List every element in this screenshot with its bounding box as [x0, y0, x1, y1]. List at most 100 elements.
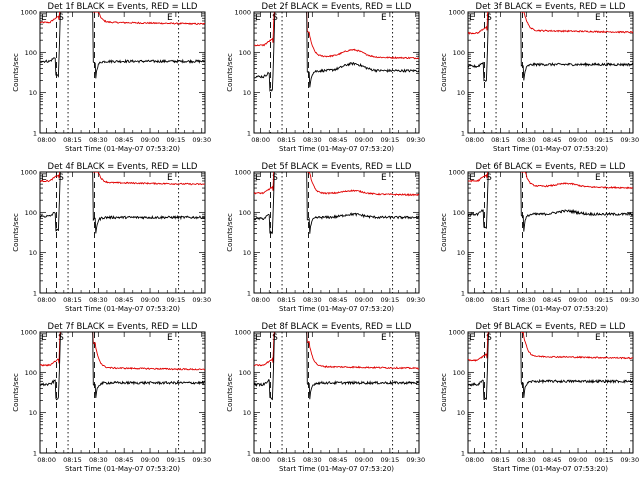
red-lld-series [40, 172, 205, 186]
plot-frame [39, 171, 206, 294]
x-tick-label: 08:15 [63, 456, 82, 464]
y-tick-label: 100 [453, 49, 465, 57]
x-tick-label: 09:30 [192, 296, 211, 304]
marker-e-start: E [469, 333, 475, 343]
black-events-series [468, 12, 633, 82]
y-tick-label: 10 [29, 409, 37, 417]
x-tick-label: 09:00 [141, 136, 160, 144]
y-tick-label: 100 [25, 209, 37, 217]
marker-e-end: E [167, 333, 173, 343]
marker-s: S [58, 333, 64, 343]
marker-s: S [486, 13, 492, 23]
marker-e-start: E [255, 173, 261, 183]
x-tick-label: 08:00 [37, 296, 56, 304]
x-tick-label: 08:30 [303, 456, 322, 464]
y-tick-label: 1 [247, 290, 251, 298]
y-tick-label: 100 [239, 369, 251, 377]
x-tick-label: 08:15 [277, 296, 296, 304]
x-tick-label: 08:15 [277, 456, 296, 464]
x-tick-label: 09:15 [381, 136, 400, 144]
y-tick-label: 1 [33, 290, 37, 298]
red-lld-series [468, 172, 633, 190]
black-events-series [468, 332, 633, 400]
marker-e-start: E [469, 173, 475, 183]
detector-panel-1: Det 1f BLACK = Events, RED = LLD 1 10 100 10… [12, 2, 211, 153]
x-tick-label: 09:30 [406, 136, 425, 144]
y-axis-label: Counts/sec [12, 53, 20, 92]
y-axis-label: Counts/sec [226, 213, 234, 252]
y-tick-label: 1000 [448, 329, 465, 337]
x-tick-label: 08:00 [37, 456, 56, 464]
marker-e-start: E [41, 13, 47, 23]
x-axis-label: Start Time (01-May-07 07:53:20) [279, 145, 394, 153]
marker-e-end: E [167, 13, 173, 23]
panel-title: Det 9f BLACK = Events, RED = LLD [476, 322, 626, 332]
x-tick-label: 09:15 [167, 456, 186, 464]
y-tick-label: 1000 [234, 329, 251, 337]
y-tick-label: 10 [457, 89, 465, 97]
plot-frame [253, 331, 420, 454]
y-axis-label: Counts/sec [226, 53, 234, 92]
x-tick-label: 09:30 [620, 136, 639, 144]
x-tick-label: 09:00 [569, 136, 588, 144]
x-axis-label: Start Time (01-May-07 07:53:20) [493, 465, 608, 473]
red-lld-series [254, 172, 419, 197]
y-axis-label: Counts/sec [440, 373, 448, 412]
x-tick-label: 08:00 [465, 296, 484, 304]
plot-frame [253, 171, 420, 294]
detector-panel-7: Det 7f BLACK = Events, RED = LLD 1 10 100 10… [12, 322, 211, 473]
panel-title: Det 5f BLACK = Events, RED = LLD [262, 162, 412, 172]
y-axis-label: Counts/sec [226, 373, 234, 412]
x-tick-label: 08:15 [491, 456, 510, 464]
y-axis-label: Counts/sec [12, 213, 20, 252]
red-lld-series [468, 332, 633, 362]
x-tick-label: 08:15 [491, 136, 510, 144]
detector-panel-8: Det 8f BLACK = Events, RED = LLD 1 10 100 10… [226, 322, 425, 473]
y-tick-label: 1 [461, 290, 465, 298]
x-tick-label: 09:15 [595, 296, 614, 304]
marker-s: S [272, 333, 278, 343]
y-tick-label: 10 [243, 249, 251, 257]
black-events-series [254, 12, 419, 92]
y-tick-label: 1000 [448, 9, 465, 17]
plot-frame [467, 171, 634, 294]
y-tick-label: 10 [457, 249, 465, 257]
x-tick-label: 09:00 [355, 296, 374, 304]
x-tick-label: 09:00 [569, 456, 588, 464]
panel-title: Det 4f BLACK = Events, RED = LLD [48, 162, 198, 172]
y-tick-label: 1000 [234, 9, 251, 17]
x-tick-label: 09:00 [569, 296, 588, 304]
x-tick-label: 08:15 [63, 136, 82, 144]
y-tick-label: 1000 [234, 169, 251, 177]
marker-s: S [58, 173, 64, 183]
y-tick-label: 1 [461, 130, 465, 138]
panel-title: Det 3f BLACK = Events, RED = LLD [476, 2, 626, 12]
panel-title: Det 2f BLACK = Events, RED = LLD [262, 2, 412, 12]
panel-title: Det 7f BLACK = Events, RED = LLD [48, 322, 198, 332]
x-tick-label: 09:30 [406, 296, 425, 304]
plot-frame [39, 331, 206, 454]
plot-frame [253, 11, 420, 134]
x-tick-label: 08:15 [491, 296, 510, 304]
x-tick-label: 08:45 [329, 296, 348, 304]
y-tick-label: 100 [25, 369, 37, 377]
x-tick-label: 08:30 [517, 456, 536, 464]
black-events-series [40, 172, 205, 234]
y-tick-label: 100 [25, 49, 37, 57]
detector-panel-6: Det 6f BLACK = Events, RED = LLD 1 10 100 10… [440, 162, 639, 313]
x-tick-label: 08:45 [115, 296, 134, 304]
x-tick-label: 09:30 [620, 456, 639, 464]
black-events-series [40, 332, 205, 401]
marker-e-start: E [469, 13, 475, 23]
x-tick-label: 09:15 [381, 296, 400, 304]
red-lld-series [254, 332, 419, 370]
x-tick-label: 08:45 [115, 136, 134, 144]
y-tick-label: 10 [243, 409, 251, 417]
black-events-series [468, 172, 633, 232]
red-lld-series [40, 12, 205, 26]
x-tick-label: 09:30 [192, 456, 211, 464]
x-tick-label: 08:45 [329, 136, 348, 144]
y-tick-label: 1 [247, 450, 251, 458]
x-axis-label: Start Time (01-May-07 07:53:20) [493, 145, 608, 153]
